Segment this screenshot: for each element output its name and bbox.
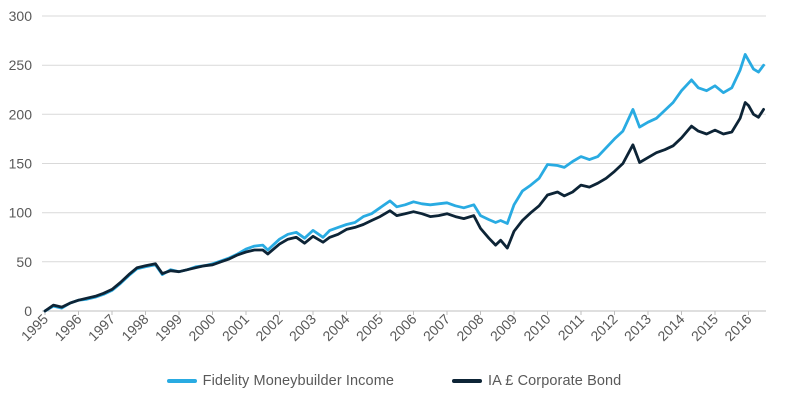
y-axis-label: 0 [24,303,32,319]
x-axis-label: 1997 [85,311,118,344]
x-axis-label: 2000 [185,311,218,344]
x-axis-label: 1999 [152,311,185,344]
x-axis-label: 2004 [319,311,352,344]
x-axis-label: 2005 [353,311,386,344]
y-axis-label: 150 [9,156,33,172]
x-axis-label: 2010 [520,311,553,344]
x-axis-label: 2006 [386,311,419,344]
y-axis-label: 50 [16,254,32,270]
legend-swatch-blue-line [166,379,197,383]
y-axis-label: 100 [9,205,33,221]
x-axis-label: 2012 [587,311,620,344]
y-axis-label: 250 [9,57,33,73]
x-axis-label: 2002 [252,311,285,344]
series-line-ia-corporate-bond [43,101,765,313]
legend-item-ia-corporate-bond: IA £ Corporate Bond [452,373,621,389]
x-axis-label: 2003 [286,311,319,344]
x-axis-label: 2001 [219,311,252,344]
x-axis-label: 1995 [18,311,51,344]
series-line-fidelity [43,53,765,313]
x-axis-label: 2016 [721,311,754,344]
y-axis-label: 200 [9,106,33,122]
x-axis-label: 2014 [654,311,687,344]
x-axis-label: 2015 [688,311,721,344]
x-axis-label: 1998 [118,311,151,344]
x-axis-label: 2007 [420,311,453,344]
legend-item-fidelity-moneybuilder-income: Fidelity Moneybuilder Income [166,373,395,389]
x-axis-label: 2009 [487,311,520,344]
legend-label: Fidelity Moneybuilder Income [202,373,395,389]
y-axis-label: 300 [9,8,33,24]
x-axis-label: 1996 [51,311,84,344]
legend-label: IA £ Corporate Bond [488,373,622,389]
chart-legend: Fidelity Moneybuilder Income IA £ Corpor… [0,373,788,389]
x-axis-label: 2008 [453,311,486,344]
x-axis-label: 2011 [555,311,588,344]
x-axis-label: 2013 [621,311,654,344]
legend-swatch-navy-line [452,379,483,383]
